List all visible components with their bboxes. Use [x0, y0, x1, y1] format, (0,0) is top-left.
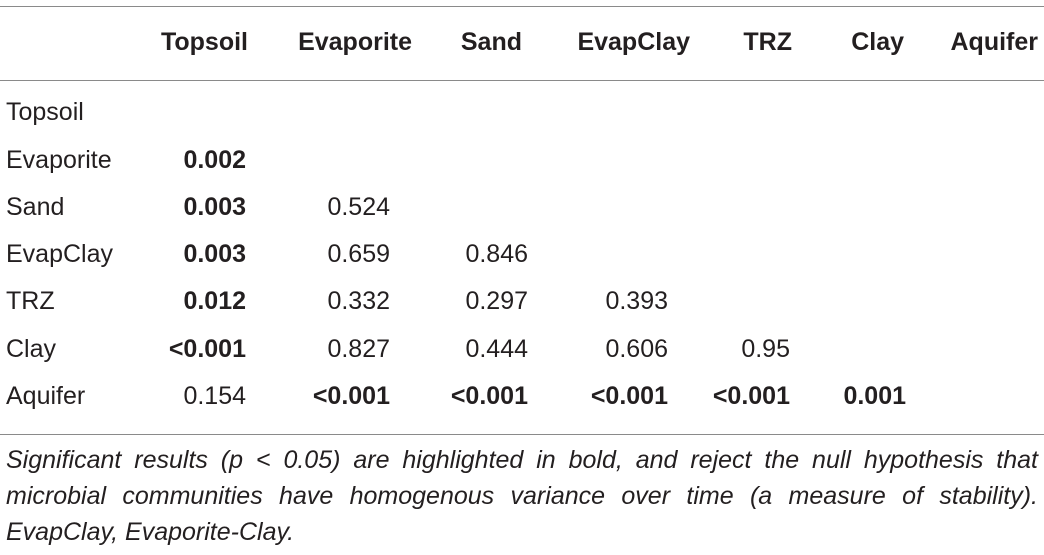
- column-header-topsoil: Topsoil: [160, 28, 248, 56]
- column-header-clay: Clay: [851, 28, 904, 56]
- row-label: TRZ: [6, 287, 55, 315]
- column-header-aquifer: Aquifer: [950, 28, 1039, 56]
- table-cell: 0.012: [183, 287, 246, 315]
- table-cell: 0.393: [605, 287, 668, 315]
- table-cell: <0.001: [312, 382, 390, 410]
- table-cell: 0.827: [327, 335, 390, 363]
- column-header-sand: Sand: [460, 28, 522, 56]
- table-cell: 0.332: [327, 287, 390, 315]
- header-rule: [0, 80, 1044, 81]
- row-label: Topsoil: [6, 98, 84, 126]
- table-cell: 0.154: [183, 382, 246, 410]
- table-footnote: Significant results (p < 0.05) are highl…: [6, 446, 1038, 546]
- table-cell: <0.001: [168, 335, 246, 363]
- table-cell: 0.444: [465, 335, 528, 363]
- row-label: Clay: [6, 335, 57, 363]
- table-cell: 0.659: [327, 240, 390, 268]
- table-cell: 0.846: [465, 240, 528, 268]
- table-cell: <0.001: [712, 382, 790, 410]
- table-cell: 0.297: [465, 287, 528, 315]
- row-label: Sand: [6, 193, 65, 221]
- table-top-rule: [0, 6, 1044, 7]
- row-label: Evaporite: [6, 146, 112, 174]
- table-cell: 0.003: [183, 193, 246, 221]
- table-cell: 0.606: [605, 335, 668, 363]
- table-cell: 0.001: [843, 382, 906, 410]
- table-cell: 0.524: [327, 193, 390, 221]
- row-label: Aquifer: [6, 382, 86, 410]
- column-header-evapclay: EvapClay: [577, 28, 690, 56]
- table-cell: 0.003: [183, 240, 246, 268]
- column-header-trz: TRZ: [743, 28, 792, 56]
- column-header-evaporite: Evaporite: [298, 28, 412, 56]
- table-cell: <0.001: [450, 382, 528, 410]
- table-bottom-rule: [0, 434, 1044, 435]
- row-label: EvapClay: [6, 240, 113, 268]
- table-cell: <0.001: [590, 382, 668, 410]
- table-cell: 0.95: [741, 335, 790, 363]
- table-cell: 0.002: [183, 146, 246, 174]
